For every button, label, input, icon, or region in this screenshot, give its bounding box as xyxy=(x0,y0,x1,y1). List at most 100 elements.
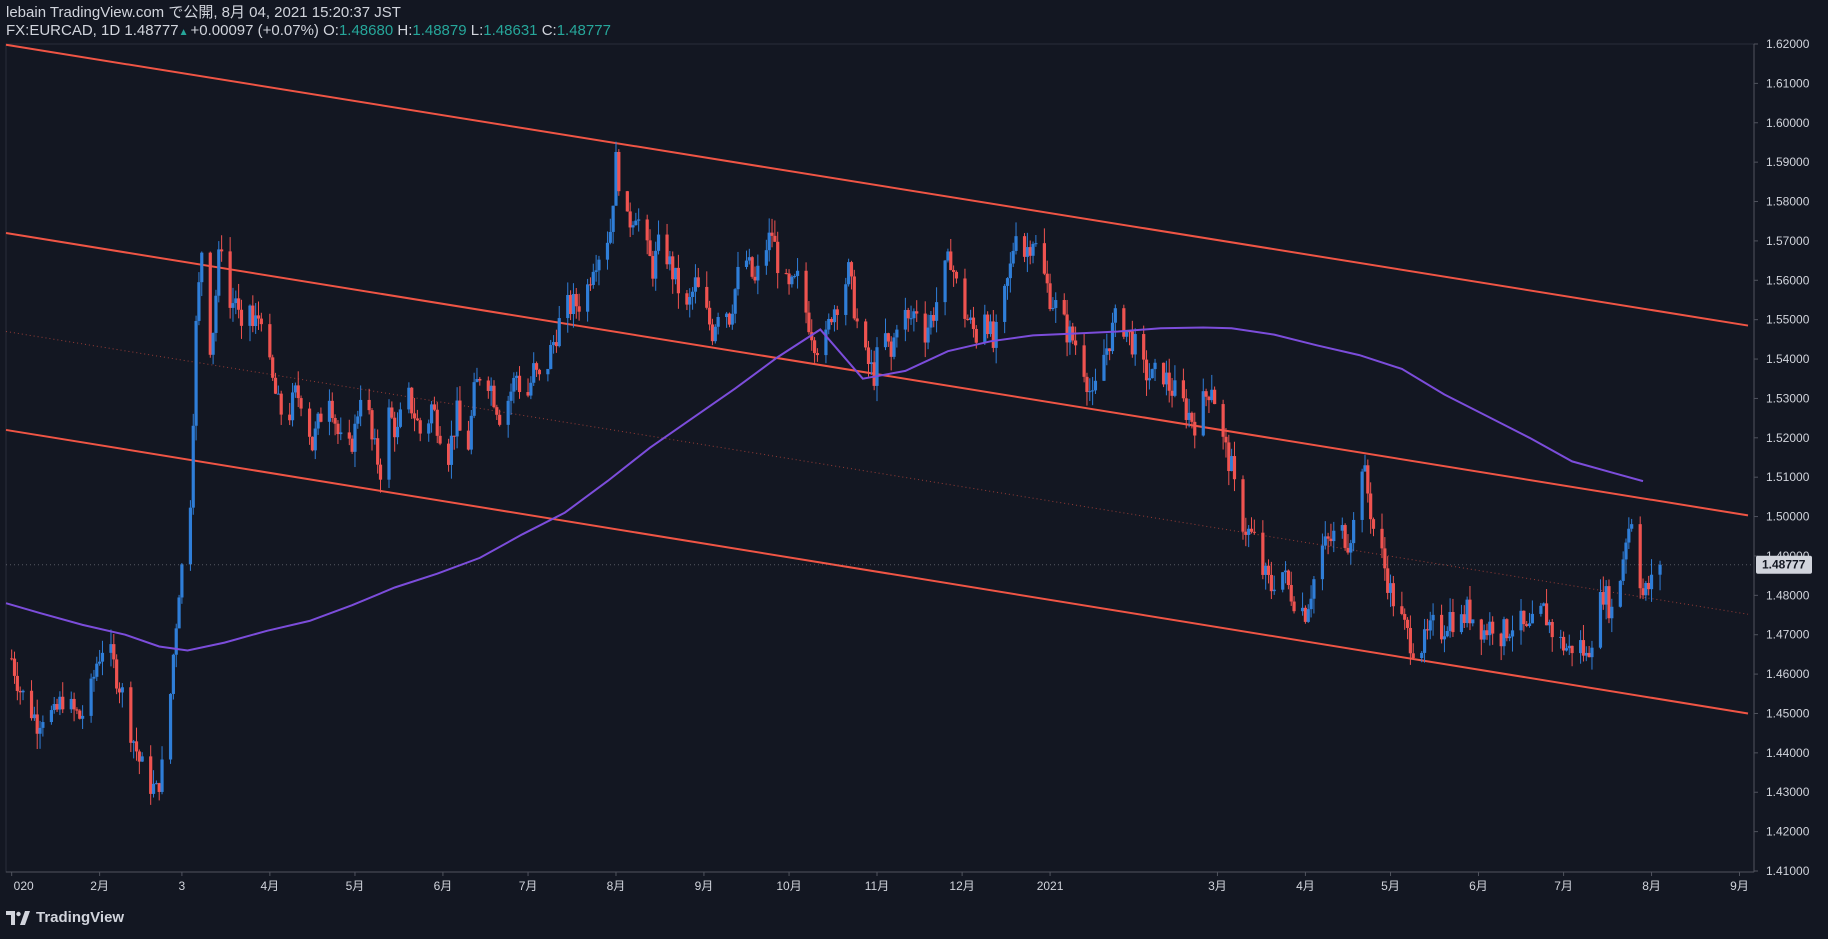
candle-body xyxy=(29,690,34,719)
candle-body xyxy=(929,314,933,328)
candle-body xyxy=(656,234,661,251)
candle-body xyxy=(1471,619,1475,624)
candle-body xyxy=(571,294,576,315)
x-tick-label: 8月 xyxy=(1642,879,1661,893)
candle-body xyxy=(398,409,402,427)
candle-body xyxy=(234,298,238,304)
candle-body xyxy=(594,270,598,272)
candle-body xyxy=(804,270,808,313)
candle-body xyxy=(1292,601,1296,612)
candle-body xyxy=(671,256,675,280)
candle-body xyxy=(1607,586,1611,619)
candle-body xyxy=(109,644,113,653)
candle-body xyxy=(605,242,610,260)
candle-body xyxy=(92,676,96,679)
x-tick-label: 9月 xyxy=(1730,879,1749,893)
candle-body xyxy=(1618,580,1622,607)
candle-body xyxy=(736,266,740,290)
price-change: +0.00097 (+0.07%) xyxy=(190,22,319,39)
candle-body xyxy=(1144,359,1149,381)
symbol-label[interactable]: FX:EURCAD, 1D xyxy=(6,22,121,39)
x-tick-label: 7月 xyxy=(519,879,538,893)
candle-body xyxy=(534,363,539,370)
candle-body xyxy=(1003,285,1007,322)
y-tick-label: 1.56000 xyxy=(1766,273,1810,287)
time-axis[interactable]: 020 2月 3 4月 5月 6月 7月 8月 9月 10月 11月 12月 2021 3月 4月 5月 6月 7… xyxy=(11,872,1749,893)
candle-body xyxy=(1371,519,1376,529)
candle-body xyxy=(1649,574,1654,590)
candle-body xyxy=(1113,308,1117,323)
candle-body xyxy=(1269,574,1273,592)
candle-body xyxy=(517,375,522,393)
y-tick-label: 1.53000 xyxy=(1766,391,1810,405)
candle-body xyxy=(1448,611,1452,631)
candle-body xyxy=(1312,579,1316,599)
candle-body xyxy=(1391,583,1395,607)
candle-body xyxy=(495,407,499,415)
candle-body xyxy=(367,399,371,411)
candle-body xyxy=(1525,624,1529,626)
candle-body xyxy=(634,220,638,226)
price-axis[interactable]: 1.41000 1.42000 1.43000 1.44000 1.45000 1.460… xyxy=(1754,37,1810,878)
candle-body xyxy=(767,232,771,251)
candle-body xyxy=(313,428,317,451)
candle-body xyxy=(418,420,422,434)
candle-body xyxy=(1102,354,1106,381)
candle-body xyxy=(651,256,655,279)
candle-body xyxy=(1519,610,1523,631)
candle-body xyxy=(963,278,967,319)
candle-body xyxy=(1122,308,1126,337)
y-tick-label: 1.47000 xyxy=(1766,628,1810,642)
candle-body xyxy=(710,324,715,342)
footer-brand[interactable]: TradingView xyxy=(6,909,124,926)
candle-body xyxy=(239,309,244,326)
candle-body xyxy=(676,267,681,294)
candle-body xyxy=(1323,536,1327,546)
candle-body xyxy=(673,267,678,280)
candle-body xyxy=(1065,314,1069,343)
candle-body xyxy=(1048,283,1052,310)
candle-body xyxy=(1547,621,1552,626)
candle-body xyxy=(688,296,692,305)
candle-body xyxy=(1388,583,1393,593)
candle-body xyxy=(1320,545,1325,580)
candle-body xyxy=(1561,636,1566,651)
candle-body xyxy=(1025,247,1029,257)
candle-body xyxy=(934,302,939,321)
y-tick-label: 1.50000 xyxy=(1766,510,1810,524)
candle-body xyxy=(154,783,158,785)
candle-body xyxy=(1641,588,1645,596)
candle-body xyxy=(1167,372,1171,391)
candle-body xyxy=(310,436,315,451)
x-tick-label: 5月 xyxy=(1381,879,1400,893)
candle-body xyxy=(1658,564,1662,569)
candle-body xyxy=(248,305,252,326)
candle-body xyxy=(1210,389,1214,401)
candle-body xyxy=(1184,398,1188,420)
candle-body xyxy=(1485,630,1489,636)
candle-body xyxy=(296,385,300,399)
candle-body xyxy=(1014,236,1018,251)
candle-body xyxy=(1505,619,1509,639)
x-tick-label: 5月 xyxy=(346,879,365,893)
candle-body xyxy=(452,435,456,437)
candle-body xyxy=(370,410,374,440)
candle-body xyxy=(1042,243,1046,274)
candle-body xyxy=(1610,606,1614,619)
candle-body xyxy=(140,756,144,762)
candle-body xyxy=(1539,605,1543,614)
candle-body xyxy=(330,400,334,418)
candle-body xyxy=(1011,250,1015,264)
y-tick-label: 1.55000 xyxy=(1766,313,1810,327)
candle-body xyxy=(472,382,476,416)
candle-body xyxy=(532,363,536,383)
candle-body xyxy=(665,234,669,265)
candle-body xyxy=(574,294,578,307)
candle-body xyxy=(208,252,212,355)
candle-body xyxy=(410,387,414,414)
candle-body xyxy=(1073,340,1078,346)
candle-body xyxy=(988,321,993,335)
candle-body xyxy=(1408,627,1412,654)
candle-body xyxy=(319,413,323,422)
